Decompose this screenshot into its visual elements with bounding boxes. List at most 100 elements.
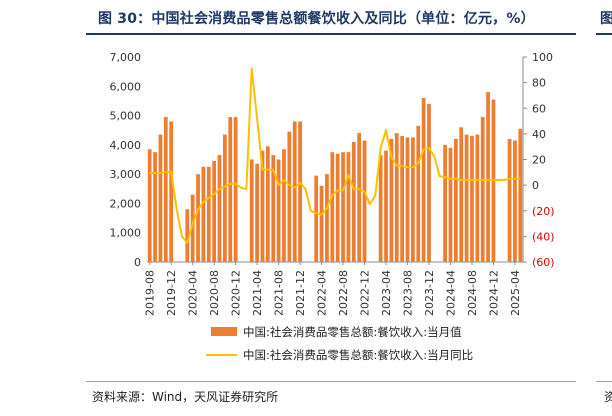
y-left-tick-label: 0 [134, 256, 141, 269]
bar [147, 149, 152, 262]
figure-title: 图 30：中国社会消费品零售总额餐饮收入及同比（单位：亿元，%） [98, 11, 535, 27]
x-tick-label: 2020-08 [208, 270, 221, 316]
x-tick-label: 2021-12 [294, 270, 307, 316]
next-figure-title-stub: 图 [600, 11, 612, 27]
x-tick-label: 2024-08 [466, 270, 479, 316]
title-underline [86, 33, 576, 35]
legend-bar-swatch [211, 327, 237, 336]
bar [400, 136, 405, 262]
y-right-tick-label: 40 [532, 128, 546, 141]
y-right-tick-label: 20 [532, 154, 546, 167]
bar [169, 121, 174, 262]
bar [282, 149, 286, 262]
bar [357, 133, 362, 262]
bar [292, 121, 297, 262]
bar [217, 155, 222, 262]
bar [480, 117, 485, 263]
y-right-tick-label: (20) [532, 205, 555, 218]
bar [384, 150, 388, 262]
yoy-line [149, 67, 521, 244]
y-right-tick-label: 80 [532, 77, 546, 90]
bar [416, 125, 421, 262]
bar [394, 133, 399, 262]
bar [389, 139, 394, 262]
next-source-stub: 资 [604, 390, 612, 404]
x-tick-label: 2020-12 [230, 270, 243, 316]
x-tick-label: 2019-08 [144, 270, 157, 316]
y-left-tick-label: 1,000 [110, 227, 142, 240]
bar [206, 166, 211, 262]
bar [196, 174, 200, 262]
bar [341, 152, 345, 262]
legend-line-label: 中国:社会消费品零售总额:餐饮收入:当月同比 [243, 348, 473, 362]
line-series [149, 67, 521, 244]
bar [319, 185, 324, 262]
next-title-underline [596, 33, 612, 35]
bar [411, 137, 415, 262]
y-left-tick-label: 2,000 [110, 197, 142, 210]
x-tick-label: 2021-08 [273, 270, 286, 316]
bar [427, 103, 431, 262]
bar [362, 140, 367, 262]
bar [249, 159, 254, 262]
bar [265, 146, 270, 262]
bar [298, 121, 302, 262]
bar [163, 117, 168, 263]
footer-rule [86, 381, 576, 382]
bar [223, 134, 227, 262]
bar [486, 92, 490, 263]
x-tick-label: 2023-08 [402, 270, 415, 316]
y-right-tick-label: 0 [532, 179, 539, 192]
bar [212, 160, 217, 262]
y-right-tick-label: 60 [532, 102, 546, 115]
bar [271, 155, 276, 262]
bar [158, 134, 163, 262]
bar-series [147, 92, 523, 263]
bar [443, 144, 447, 262]
tick-labels: 0 1,000 2,000 3,000 4,000 5,000 6,000 7,000 (60)… [110, 51, 555, 316]
bar [325, 174, 329, 262]
source-note: 资料来源：Wind，天风证券研究所 [92, 390, 279, 404]
footer-rule-right [596, 381, 612, 382]
x-tick-label: 2024-12 [487, 270, 500, 316]
bar [260, 150, 265, 262]
bar [255, 163, 259, 262]
x-tick-label: 2024-04 [444, 270, 457, 316]
bar [190, 194, 195, 262]
y-right-tick-label: (60) [532, 256, 555, 269]
bar [470, 136, 474, 262]
y-left-tick-label: 4,000 [110, 139, 142, 152]
x-tick-label: 2023-04 [380, 270, 393, 316]
bar [287, 131, 292, 262]
bar [448, 147, 453, 262]
bar [330, 152, 335, 262]
y-left-tick-label: 5,000 [110, 110, 142, 123]
bar [233, 117, 238, 263]
x-tick-label: 2020-04 [187, 270, 200, 316]
bar [475, 134, 480, 262]
bar [346, 152, 351, 262]
x-tick-label: 2025-04 [509, 270, 522, 316]
x-tick-label: 2022-08 [337, 270, 350, 316]
bar [464, 134, 469, 262]
bar [378, 155, 383, 262]
y-right-tick-label: (40) [532, 230, 555, 243]
y-left-tick-label: 6,000 [110, 80, 142, 93]
x-tick-label: 2022-12 [359, 270, 372, 316]
legend-bar-label: 中国:社会消费品零售总额:餐饮收入:当月值 [243, 325, 462, 339]
bar [459, 127, 464, 263]
legend: 中国:社会消费品零售总额:餐饮收入:当月值中国:社会消费品零售总额:餐饮收入:当… [206, 325, 473, 362]
bar [335, 153, 340, 262]
bar [276, 159, 281, 262]
bar [153, 152, 157, 262]
bar [201, 166, 206, 262]
bar [453, 139, 458, 262]
x-tick-label: 2022-04 [316, 270, 329, 316]
bar [351, 141, 356, 262]
y-left-tick-label: 7,000 [110, 51, 142, 64]
bar [518, 128, 523, 262]
bar [513, 140, 517, 262]
bar [185, 209, 190, 262]
bar [421, 98, 426, 262]
